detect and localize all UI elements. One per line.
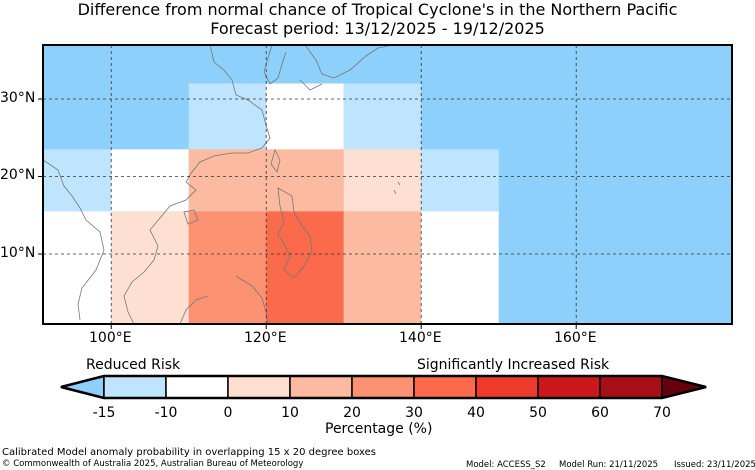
reduced-risk-label: Reduced Risk [86, 357, 181, 373]
anomaly-cell-1 [266, 83, 344, 150]
colorbar-segment-6 [475, 375, 539, 399]
anomaly-cell-8 [43, 211, 112, 324]
coastline-borneo [179, 275, 269, 324]
colorbar-tick-label: 70 [653, 405, 671, 421]
lon-label-160e: 160°E [554, 330, 597, 346]
lat-label-30n: 30°N [0, 90, 36, 106]
coastline-marianas [393, 181, 401, 195]
colorbar-tick-label: 60 [591, 405, 609, 421]
anomaly-cell-10 [188, 211, 267, 324]
colorbar-tick-label: 40 [467, 405, 485, 421]
colorbar-segment-8 [599, 375, 663, 399]
map-title: Difference from normal chance of Tropica… [77, 0, 678, 19]
colorbar [60, 374, 707, 400]
colorbar-segment-1 [165, 375, 229, 399]
anomaly-cell-4 [111, 149, 189, 212]
colorbar-segment-5 [413, 375, 477, 399]
map-subtitle: Forecast period: 13/12/2025 - 19/12/2025 [210, 19, 545, 38]
colorbar-max-arrow [661, 374, 707, 400]
footer-model: Model: ACCESS_S2 [466, 460, 546, 470]
coastline-japan [299, 45, 393, 91]
anomaly-cell-9 [111, 211, 189, 324]
coastline-philippines [277, 187, 313, 279]
coastline [43, 45, 401, 324]
colorbar-xlabel: Percentage (%) [325, 421, 433, 437]
lon-label-100e: 100°E [89, 330, 132, 346]
footer-copyright: © Commonwealth of Australia 2025, Austra… [2, 459, 304, 469]
anomaly-cell-13 [421, 211, 499, 324]
coastline-taiwan [270, 148, 281, 173]
colorbar-tick-label: 10 [281, 405, 299, 421]
colorbar-tick-label: 30 [405, 405, 423, 421]
anomaly-cell-3 [43, 149, 112, 212]
colorbar-tick-label: 50 [529, 405, 547, 421]
lon-label-140e: 140°E [399, 330, 442, 346]
anomaly-cells [43, 83, 499, 324]
anomaly-cell-12 [343, 211, 422, 324]
coastline-hainan [183, 209, 199, 225]
colorbar-tick-label: 0 [223, 405, 233, 421]
anomaly-cell-2 [343, 83, 422, 150]
colorbar-min-arrow [60, 374, 105, 400]
colorbar-tick-label: -15 [92, 405, 116, 421]
anomaly-cell-6 [343, 149, 422, 212]
anomaly-cell-7 [421, 149, 499, 212]
increased-risk-label: Significantly Increased Risk [417, 357, 610, 373]
footer-note: Calibrated Model anomaly probability in … [2, 447, 377, 458]
coastline-indochina [43, 159, 105, 321]
graticule [43, 45, 732, 324]
footer-issued: Issued: 23/11/2025 [674, 460, 755, 470]
lat-label-20n: 20°N [0, 167, 36, 183]
colorbar-segment-3 [289, 375, 353, 399]
colorbar-outline [60, 374, 707, 400]
coastline-asia [123, 45, 271, 324]
colorbar-tick-label: 20 [343, 405, 361, 421]
colorbar-segment-7 [537, 375, 601, 399]
colorbar-segment-0 [103, 375, 167, 399]
footer-model-run: Model Run: 21/11/2025 [559, 460, 659, 470]
coastline-korea [263, 45, 287, 85]
colorbar-segment-4 [351, 375, 415, 399]
lat-label-10n: 10°N [0, 245, 36, 261]
colorbar-segment-2 [227, 375, 291, 399]
map-frame [42, 44, 733, 325]
colorbar-tick-label: -10 [154, 405, 178, 421]
lon-label-120e: 120°E [244, 330, 287, 346]
